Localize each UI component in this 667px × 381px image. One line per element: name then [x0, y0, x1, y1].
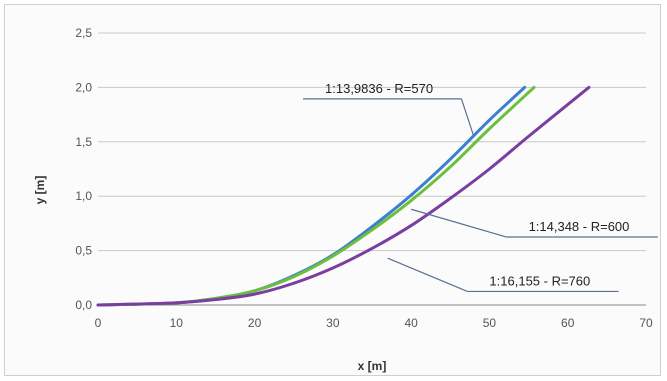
x-tick-label: 70	[639, 316, 653, 330]
x-tick-label: 10	[170, 316, 184, 330]
annotation-label: 1:14,348 - R=600	[529, 219, 630, 234]
x-tick-label: 60	[561, 316, 575, 330]
annotations-group: 1:13,9836 - R=570 1:14,348 - R=600 1:16,15…	[303, 81, 658, 292]
y-tick-label: 2,0	[75, 80, 92, 94]
y-tick-label: 1,5	[75, 135, 92, 149]
x-tick-label: 40	[404, 316, 418, 330]
x-axis-label: x [m]	[358, 359, 387, 373]
y-tick-label: 1,0	[75, 189, 92, 203]
x-tick-label: 30	[326, 316, 340, 330]
x-tick-label: 20	[248, 316, 262, 330]
x-tick-label: 50	[483, 316, 497, 330]
annotation-leader	[461, 99, 473, 137]
annotation-leader	[388, 258, 468, 291]
annotation-label: 1:13,9836 - R=570	[325, 81, 433, 96]
y-tick-label: 0,0	[75, 298, 92, 312]
y-tick-label: 0,5	[75, 244, 92, 258]
grid-lines	[98, 33, 646, 305]
y-axis-label: y [m]	[33, 176, 47, 205]
annotation-label: 1:16,155 - R=760	[489, 273, 590, 288]
y-tick-label: 2,5	[75, 26, 92, 40]
annotation-leader	[411, 209, 506, 237]
x-tick-label: 0	[95, 316, 102, 330]
